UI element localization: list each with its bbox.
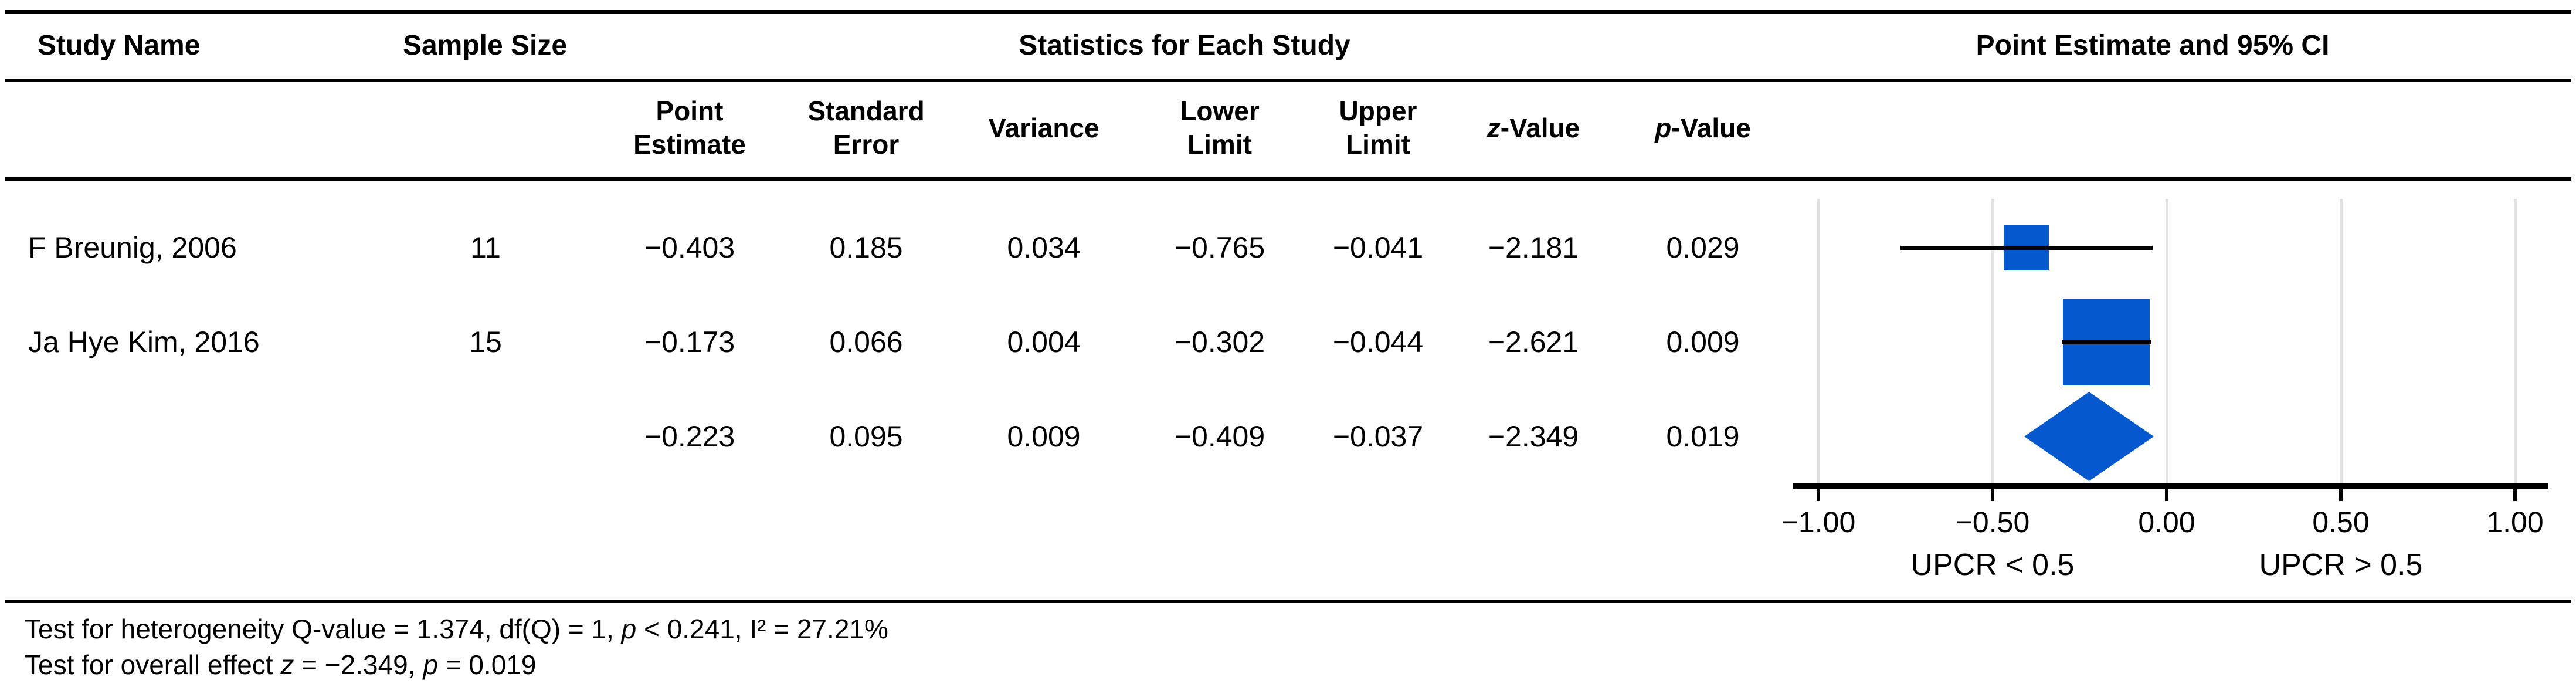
plot-gridline <box>2340 199 2343 485</box>
table-row: Ja Hye Kim, 2016 15 −0.173 0.066 0.004 −… <box>0 324 2576 360</box>
point-estimate-cell: −0.173 <box>644 326 735 358</box>
z-value-cell: −2.621 <box>1488 326 1579 358</box>
column-header-p-value: p-Value <box>1655 89 1751 167</box>
table-row-overall: −0.223 0.095 0.009 −0.409 −0.037 −2.349 … <box>0 419 2576 454</box>
variance-cell: 0.004 <box>1007 326 1081 358</box>
ci-line <box>2061 340 2151 344</box>
plot-gridline <box>2166 199 2168 485</box>
top-rule <box>5 10 2571 14</box>
point-estimate-cell: −0.223 <box>644 420 735 453</box>
plot-gridline <box>2514 199 2517 485</box>
z-rest: -Value <box>1500 112 1580 143</box>
sample-size-cell: 11 <box>470 231 501 264</box>
column-header-study-name: Study Name <box>38 30 201 61</box>
overall-diamond <box>2024 392 2154 481</box>
x-tick-label: −1.00 <box>1781 506 1856 539</box>
heterogeneity-note: Test for heterogeneity Q-value = 1.374, … <box>25 611 888 647</box>
column-header-z-value: z-Value <box>1487 89 1580 167</box>
group-header-plot: Point Estimate and 95% CI <box>1976 30 2330 61</box>
column-header-standard-error: Standard Error <box>807 96 925 160</box>
eff-text: Test for overall effect <box>25 649 281 680</box>
eff-text-post: = 0.019 <box>437 649 537 680</box>
subheader-divider-rule <box>5 177 2571 181</box>
x-tick-label: 0.50 <box>2312 506 2370 539</box>
variance-cell: 0.009 <box>1007 420 1081 453</box>
lower-limit-cell: −0.409 <box>1174 420 1265 453</box>
x-axis-tick <box>2165 488 2168 501</box>
variance-cell: 0.034 <box>1007 231 1081 264</box>
x-axis-tick <box>2339 488 2343 501</box>
axis-annotation: UPCR < 0.5 <box>1910 548 2075 582</box>
table-row: F Breunig, 2006 11 −0.403 0.185 0.034 −0… <box>0 230 2576 265</box>
p-value-cell: 0.009 <box>1666 326 1740 358</box>
study-name-cell: F Breunig, 2006 <box>28 231 237 264</box>
ci-line <box>1900 245 2153 250</box>
standard-error-cell: 0.185 <box>829 231 903 264</box>
column-header-variance: Variance <box>988 112 1099 143</box>
column-header-upper-limit: Upper Limit <box>1339 96 1417 160</box>
eff-text-mid: = −2.349, <box>294 649 423 680</box>
sample-size-cell: 15 <box>469 326 502 358</box>
p-italic: p <box>1655 112 1672 143</box>
axis-annotation: UPCR > 0.5 <box>2259 548 2423 582</box>
p-rest: -Value <box>1671 112 1751 143</box>
p-value-cell: 0.029 <box>1666 231 1740 264</box>
x-tick-label: −0.50 <box>1955 506 2030 539</box>
x-axis-line <box>1793 483 2548 489</box>
het-text-post: < 0.241, I² = 27.21% <box>636 614 888 644</box>
het-text: Test for heterogeneity Q-value = 1.374, … <box>25 614 622 644</box>
point-estimate-cell: −0.403 <box>644 231 735 264</box>
upper-limit-cell: −0.037 <box>1332 420 1424 453</box>
upper-limit-cell: −0.044 <box>1332 326 1424 358</box>
overall-effect-note: Test for overall effect z = −2.349, p = … <box>25 647 536 682</box>
plot-gridline <box>1817 199 1820 485</box>
z-value-cell: −2.349 <box>1488 420 1579 453</box>
header-divider-rule <box>5 79 2571 82</box>
study-name-cell: Ja Hye Kim, 2016 <box>28 326 260 358</box>
eff-z-italic: z <box>280 649 294 680</box>
plot-gridline <box>1991 199 1994 485</box>
x-tick-label: 0.00 <box>2138 506 2195 539</box>
x-tick-label: 1.00 <box>2486 506 2544 539</box>
z-value-cell: −2.181 <box>1488 231 1579 264</box>
footer-divider-rule <box>5 600 2571 603</box>
standard-error-cell: 0.095 <box>829 420 903 453</box>
lower-limit-cell: −0.765 <box>1174 231 1265 264</box>
column-header-point-estimate: Point Estimate <box>633 96 746 160</box>
x-axis-tick <box>1991 488 1994 501</box>
group-header-statistics: Statistics for Each Study <box>1019 30 1350 61</box>
standard-error-cell: 0.066 <box>829 326 903 358</box>
column-header-sample-size: Sample Size <box>402 30 568 61</box>
lower-limit-cell: −0.302 <box>1174 326 1265 358</box>
upper-limit-cell: −0.041 <box>1332 231 1424 264</box>
eff-p-italic: p <box>423 649 438 680</box>
het-p-italic: p <box>621 614 637 644</box>
column-header-lower-limit: Lower Limit <box>1180 96 1260 160</box>
x-axis-tick <box>1817 488 1820 501</box>
p-value-cell: 0.019 <box>1666 420 1740 453</box>
x-axis-tick <box>2513 488 2517 501</box>
z-italic: z <box>1486 112 1501 143</box>
